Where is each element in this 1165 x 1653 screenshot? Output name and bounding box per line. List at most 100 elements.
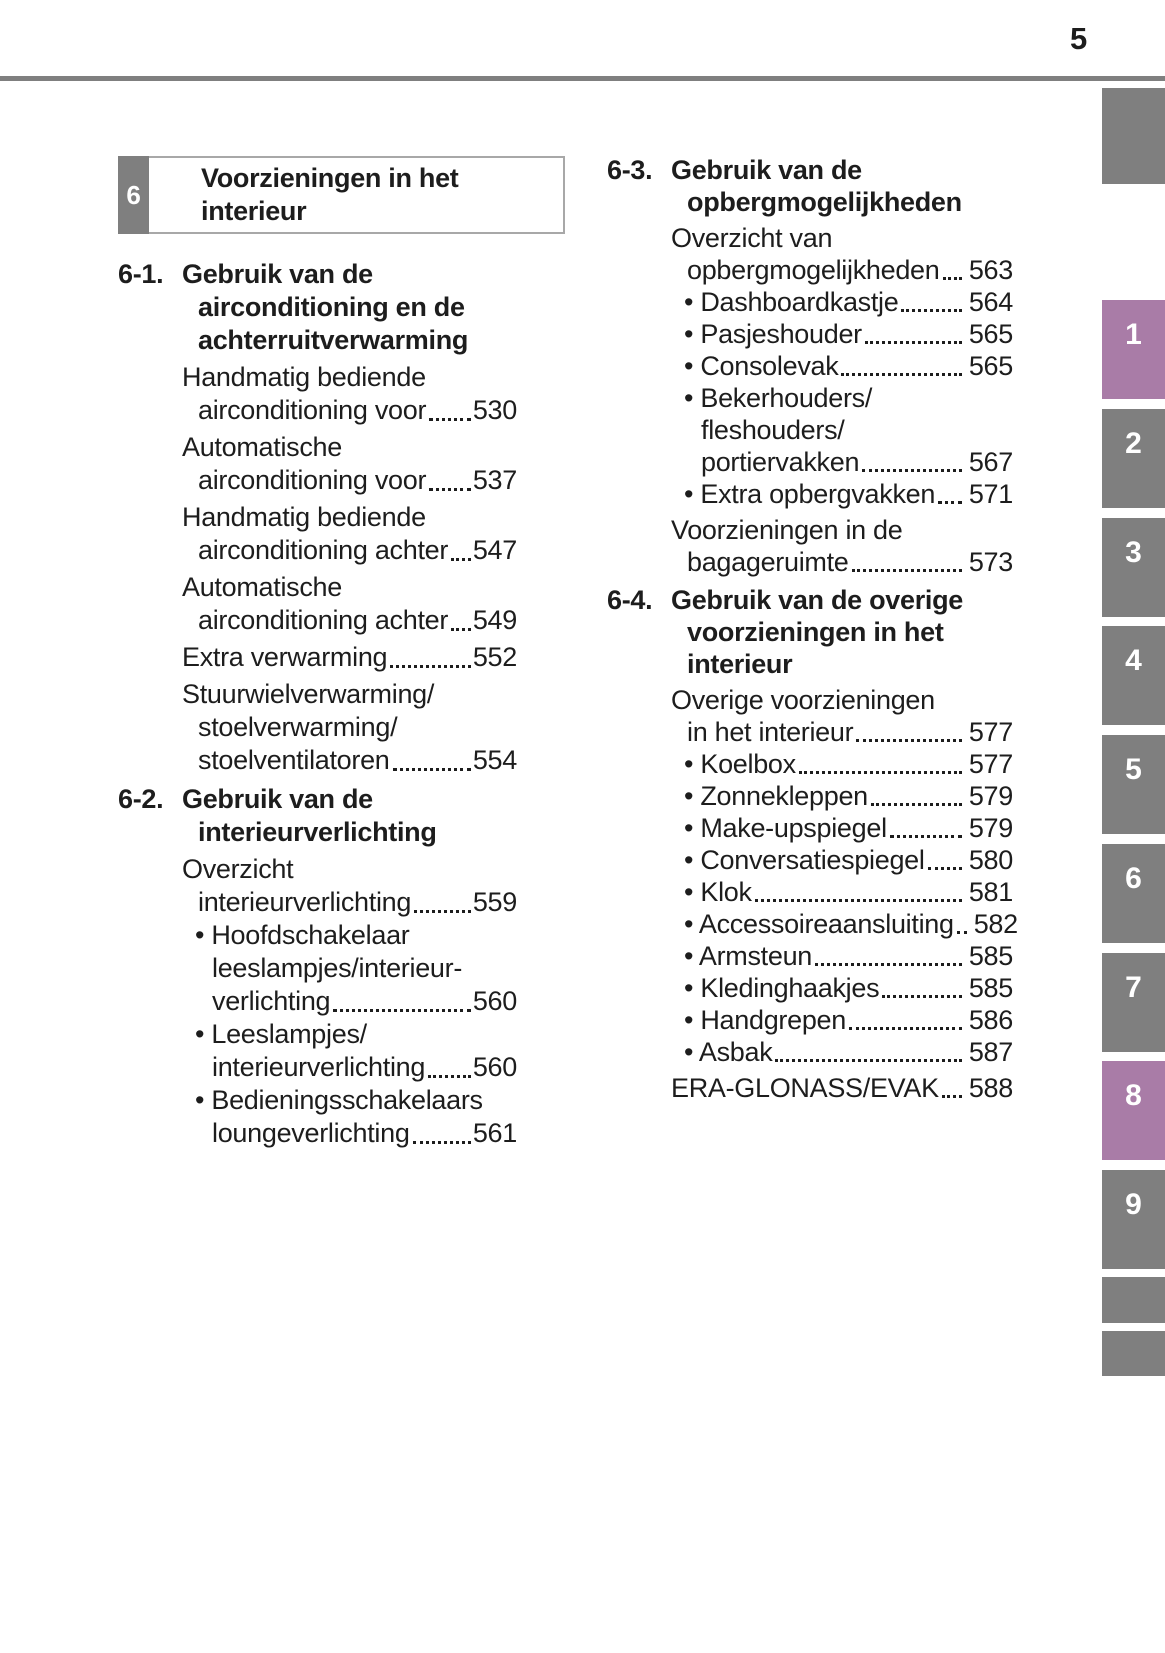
toc-bullet-entry: • Armsteun 585 — [607, 940, 1013, 972]
toc-line: Stuurwielverwarming/ — [182, 679, 435, 709]
toc-page-ref: 537 — [472, 465, 517, 495]
toc-section-title-line: Gebruik van de overige — [671, 585, 964, 615]
toc-page-ref: 588 — [968, 1073, 1013, 1103]
dot-leader — [451, 534, 471, 561]
toc-bullet-entry: • Dashboardkastje 564 — [607, 286, 1013, 318]
toc-bullet-entry: • Make-upspiegel 579 — [607, 812, 1013, 844]
toc-page-ref: 585 — [968, 973, 1013, 1003]
toc-page-ref: 571 — [968, 479, 1013, 509]
toc-entry-label: airconditioning voor — [198, 465, 427, 495]
dot-leader — [862, 446, 962, 472]
rail-blank-bottom-2 — [1102, 1331, 1165, 1376]
toc-entry-label: interieurverlichting — [212, 1052, 426, 1082]
page-number: 5 — [1070, 21, 1087, 56]
toc-line: 6-3. Gebruik van de — [607, 154, 1013, 186]
toc-entry-label: interieurverlichting — [198, 887, 412, 917]
toc-entry-label: • Accessoireaansluiting — [684, 909, 954, 939]
dot-leader — [882, 972, 962, 998]
toc-line: • Bekerhouders/ — [684, 383, 873, 413]
dot-leader — [428, 1051, 471, 1078]
toc-bullet-entry: • Extra opbergvakken 571 — [607, 478, 1013, 510]
toc-section: 6-1. Gebruik van de airconditioning en de a… — [118, 258, 517, 357]
toc-section: 6-3. Gebruik van de opbergmogelijkheden — [607, 154, 1013, 218]
toc-page-ref: 564 — [968, 287, 1013, 317]
toc-line: interieurverlichting — [198, 817, 437, 847]
dot-leader — [848, 1004, 962, 1030]
toc-entry-label: • Kledinghaakjes — [684, 973, 880, 1003]
toc-page-ref: 565 — [968, 351, 1013, 381]
toc-bullet-entry: • Handgrepen 586 — [607, 1004, 1013, 1036]
rail-blank-top — [1102, 88, 1165, 184]
dot-leader — [938, 478, 962, 504]
dot-leader — [864, 318, 962, 344]
chapter-title-line: Voorzieningen in het — [201, 163, 459, 193]
toc-entry-label: opbergmogelijkheden — [687, 255, 940, 285]
chapter-title: Voorzieningen in het interieur — [149, 156, 565, 234]
dot-leader — [412, 1117, 471, 1144]
toc-page-ref: 585 — [968, 941, 1013, 971]
toc-entry: Overige voorzieningen in het interieur 577 — [607, 684, 1013, 748]
toc-entry: Voorzieningen in de bagageruimte 573 — [607, 514, 1013, 578]
dot-leader — [429, 464, 471, 491]
dot-leader — [927, 844, 962, 870]
dot-leader — [815, 940, 962, 966]
toc-entry-label: • Pasjeshouder — [684, 319, 862, 349]
toc-entry-label: bagageruimte — [687, 547, 849, 577]
rail-tab-4: 4 — [1102, 626, 1165, 725]
toc-page-ref: 560 — [472, 1052, 517, 1082]
rail-tab-1: 1 — [1102, 300, 1165, 399]
toc-page-ref: 565 — [968, 319, 1013, 349]
chapter-number-badge: 6 — [118, 156, 149, 234]
toc-entry: Handmatig bediende airconditioning voor 53… — [118, 361, 517, 427]
toc-bullet-entry: • Bedieningsschakelaars loungeverlichting… — [118, 1084, 517, 1150]
toc-section-title-line: Gebruik van de — [182, 784, 373, 814]
toc-bullet-entry: • Kledinghaakjes 585 — [607, 972, 1013, 1004]
toc-line: • Leeslampjes/ — [195, 1019, 367, 1049]
dot-leader — [942, 254, 962, 280]
toc-section-number: 6-3. — [607, 155, 653, 185]
rail-tab-5: 5 — [1102, 735, 1165, 834]
toc-bullet-entry: • Pasjeshouder 565 — [607, 318, 1013, 350]
toc-line: 6-1. Gebruik van de — [118, 258, 517, 291]
toc-entry: Overzicht interieurverlichting 559 — [118, 853, 517, 919]
toc-page-ref: 580 — [968, 845, 1013, 875]
dot-leader — [901, 286, 962, 312]
toc-page-ref: 581 — [968, 877, 1013, 907]
toc-bullet-entry: • Koelbox 577 — [607, 748, 1013, 780]
toc-section-number: 6-1. — [118, 259, 164, 289]
toc-line: Automatische — [182, 572, 342, 602]
toc-line: • Hoofdschakelaar — [195, 920, 410, 950]
toc-line: 6-4. Gebruik van de overige — [607, 584, 1013, 616]
toc-entry-label: airconditioning achter — [198, 535, 449, 565]
toc-line: Automatische — [182, 432, 342, 462]
toc-column-left: 6-1. Gebruik van de airconditioning en de a… — [118, 252, 517, 1150]
toc-bullet-entry: • Zonnekleppen 579 — [607, 780, 1013, 812]
toc-entry-label: verlichting — [212, 986, 331, 1016]
toc-entry: Stuurwielverwarming/stoelverwarming/stoe… — [118, 678, 517, 777]
dot-leader — [841, 350, 962, 376]
dot-leader — [775, 1036, 962, 1062]
toc-page-ref: 579 — [968, 813, 1013, 843]
toc-page-ref: 563 — [968, 255, 1013, 285]
toc-entry-label: • Conversatiespiegel — [684, 845, 925, 875]
rail-blank-bottom-1 — [1102, 1277, 1165, 1323]
toc-entry-label: portiervakken — [701, 447, 860, 477]
toc-bullet-entry: • Leeslampjes/interieurverlichting 560 — [118, 1018, 517, 1084]
toc-page-ref: 582 — [973, 909, 1018, 939]
toc-page-ref: 577 — [968, 717, 1013, 747]
toc-entry-label: • Asbak — [684, 1037, 773, 1067]
toc-page-ref: 586 — [968, 1005, 1013, 1035]
toc-entry-label: loungeverlichting — [212, 1118, 410, 1148]
toc-entry-label: Extra verwarming — [182, 642, 388, 672]
toc-line: achterruitverwarming — [198, 325, 469, 355]
toc-line: • Bedieningsschakelaars — [195, 1085, 483, 1115]
toc-entry-label: • Extra opbergvakken — [684, 479, 936, 509]
toc-entry-label: • Koelbox — [684, 749, 796, 779]
toc-line: leeslampjes/interieur- — [212, 953, 463, 983]
chapter-title-line: interieur — [201, 196, 307, 226]
dot-leader — [754, 876, 962, 902]
toc-entry-label: • Consolevak — [684, 351, 839, 381]
toc-entry-label: • Klok — [684, 877, 752, 907]
toc-line: Handmatig bediende — [182, 502, 426, 532]
toc-line: stoelverwarming/ — [198, 712, 398, 742]
